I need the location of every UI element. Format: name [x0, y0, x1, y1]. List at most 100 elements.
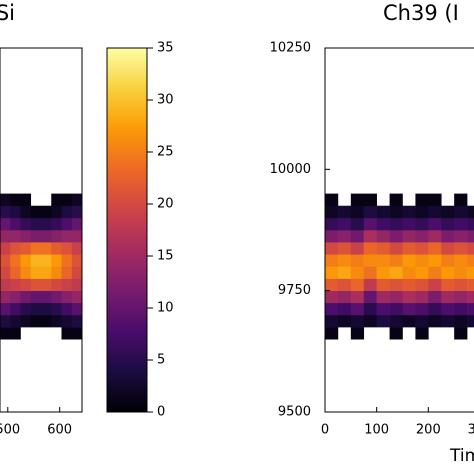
heatmap-cell: [428, 230, 442, 243]
heatmap-cell: [10, 278, 21, 291]
heatmap-cell: [337, 242, 352, 255]
heatmap-cell: [41, 314, 52, 328]
heatmap-cell: [0, 205, 11, 219]
heatmap-cell: [350, 302, 365, 316]
heatmap-cell: [337, 230, 352, 243]
heatmap-cell: [428, 302, 442, 316]
heatmap-cell: [20, 193, 32, 207]
colorbar-tick-label: 30: [157, 93, 174, 108]
heatmap-cell: [10, 205, 21, 219]
heatmap-cell: [325, 327, 339, 340]
heatmap-cell: [454, 314, 468, 328]
heatmap-cell: [0, 314, 11, 328]
heatmap-cell: [337, 314, 352, 328]
heatmap-cell: [389, 217, 403, 231]
heatmap-cell: [350, 193, 365, 207]
heatmap-cell: [467, 302, 474, 316]
heatmap-cell: [441, 314, 455, 328]
heatmap-cell: [325, 217, 339, 231]
heatmap-cell: [10, 230, 21, 243]
heatmap-cell: [71, 290, 83, 304]
heatmap-cell: [467, 242, 474, 255]
heatmap-cell: [51, 217, 62, 231]
y-tick-label: 10250: [270, 41, 311, 56]
heatmap-cell: [389, 290, 403, 304]
heatmap-cell: [0, 242, 11, 255]
heatmap-cell: [415, 254, 429, 267]
heatmap-cell: [0, 290, 11, 304]
heatmap-cell: [61, 327, 73, 340]
heatmap-cell: [61, 217, 73, 231]
heatmap-cell: [71, 302, 83, 316]
heatmap-cell: [30, 254, 42, 267]
heatmap-cell: [10, 193, 21, 207]
heatmap-cell: [20, 205, 32, 219]
heatmap-cell: [41, 278, 52, 291]
heatmap-cell: [376, 290, 390, 304]
heatmap-cell: [41, 266, 52, 279]
colorbar-tick-label: 25: [157, 145, 174, 160]
heatmap-cell: [71, 254, 83, 267]
heatmap-cell: [10, 290, 21, 304]
heatmap-cell: [51, 278, 62, 291]
heatmap-cell: [71, 193, 83, 207]
x-tick-label: 0: [321, 423, 329, 438]
heatmap-cell: [402, 205, 416, 219]
heatmap-cell: [376, 254, 390, 267]
heatmap-cell: [376, 278, 390, 291]
heatmap-cell: [363, 217, 377, 231]
x-tick-label: 200: [416, 423, 441, 438]
heatmap-cell: [10, 327, 21, 340]
heatmap-cell: [350, 205, 365, 219]
heatmap-cell: [10, 254, 21, 267]
colorbar-tick-label: 35: [157, 41, 174, 56]
colorbar-tick-label: 20: [157, 197, 174, 212]
heatmap-cell: [325, 278, 339, 291]
heatmap-cell: [350, 217, 365, 231]
heatmap-cell: [337, 205, 352, 219]
heatmap-cell: [61, 302, 73, 316]
heatmap-cell: [467, 205, 474, 219]
heatmap-cell: [30, 314, 42, 328]
heatmap-cell: [51, 193, 62, 207]
heatmap-cell: [467, 278, 474, 291]
heatmap-cell: [467, 217, 474, 231]
x-tick-label: 500: [0, 423, 20, 438]
heatmap-cell: [71, 327, 83, 340]
heatmap-cell: [389, 242, 403, 255]
heatmap-cell: [454, 242, 468, 255]
heatmap-cell: [325, 205, 339, 219]
heatmap-cell: [415, 290, 429, 304]
heatmap-cell: [350, 278, 365, 291]
heatmap-cell: [0, 217, 11, 231]
y-tick-label: 9750: [278, 283, 311, 298]
heatmap-cell: [428, 314, 442, 328]
heatmap-cell: [389, 254, 403, 267]
heatmap-cell: [350, 266, 365, 279]
heatmap-cell: [454, 266, 468, 279]
heatmap-cell: [0, 230, 11, 243]
heatmap-cell: [389, 193, 403, 207]
heatmap-cell: [41, 254, 52, 267]
heatmap-cell: [467, 230, 474, 243]
heatmap-cell: [10, 242, 21, 255]
heatmap-cell: [325, 290, 339, 304]
x-axis-label: Tim: [449, 446, 474, 466]
y-tick-label: 10000: [270, 162, 311, 177]
heatmap-cell: [363, 254, 377, 267]
heatmap-cell: [363, 205, 377, 219]
heatmap-cell: [0, 266, 11, 279]
heatmap-cell: [10, 314, 21, 328]
heatmap-cell: [20, 242, 32, 255]
heatmap-cell: [51, 302, 62, 316]
colorbar-tick-label: 15: [157, 249, 174, 264]
heatmap-cell: [415, 242, 429, 255]
heatmap-cell: [389, 266, 403, 279]
heatmap-cell: [415, 217, 429, 231]
heatmap-cell: [350, 230, 365, 243]
heatmap-cell: [20, 302, 32, 316]
x-tick-label: 600: [47, 423, 72, 438]
heatmap-cell: [428, 242, 442, 255]
heatmap-cell: [428, 290, 442, 304]
